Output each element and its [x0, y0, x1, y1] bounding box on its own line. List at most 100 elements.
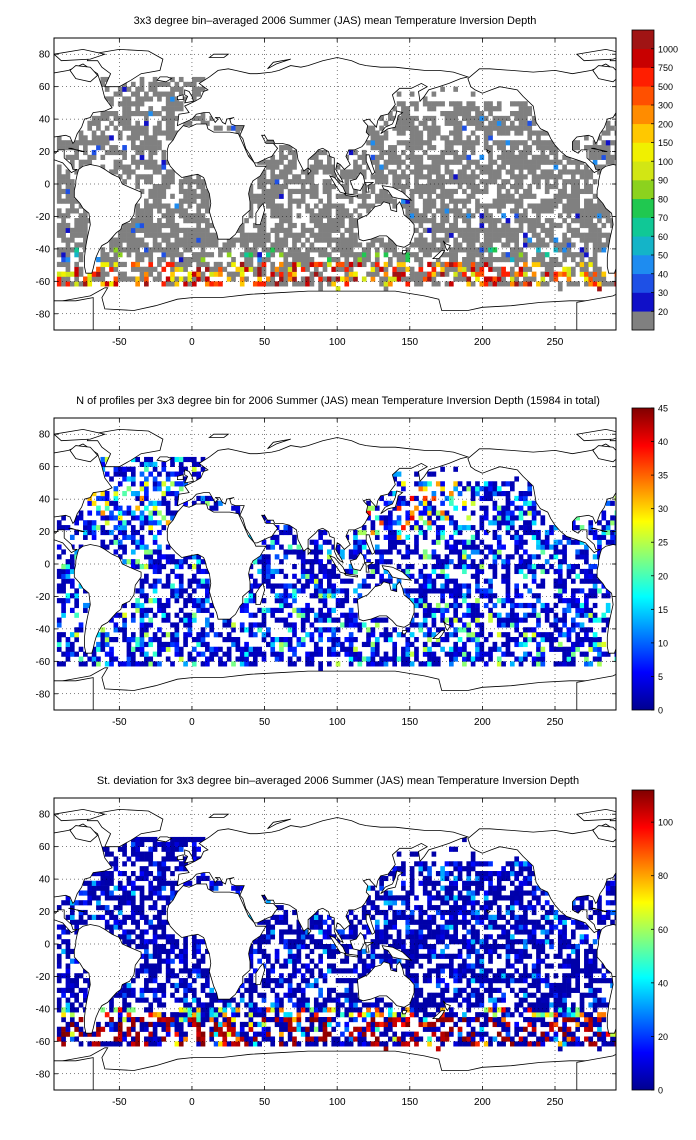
bin-cell: [431, 222, 437, 229]
bin-cell: [305, 257, 310, 263]
bin-cell: [514, 237, 520, 243]
bin-cell: [409, 140, 415, 146]
bin-cell: [87, 125, 93, 131]
bin-cell: [261, 266, 267, 272]
bin-cell: [440, 101, 445, 107]
bin-cell: [353, 261, 358, 268]
bin-cell: [579, 271, 585, 277]
bin-cell: [348, 232, 354, 238]
colorbar-swatch: [632, 198, 654, 218]
bin-cell: [122, 237, 127, 243]
bin-cell: [479, 261, 485, 268]
bin-cell: [588, 564, 594, 570]
bin-cell: [239, 602, 245, 609]
bin-cell: [283, 637, 289, 643]
bin-cell: [422, 593, 428, 599]
bin-cell: [453, 525, 459, 531]
bin-cell: [331, 641, 337, 648]
bin-cell: [261, 169, 267, 175]
bin-cell: [104, 641, 110, 648]
bin-cell: [327, 549, 332, 555]
bin-cell: [157, 232, 162, 238]
bin-cell: [501, 227, 506, 233]
bin-cell: [96, 510, 101, 516]
colorbar-label: 70: [658, 213, 668, 223]
bin-cell: [470, 602, 476, 609]
bin-cell: [109, 646, 114, 652]
colorbar-label: 750: [658, 63, 673, 73]
bin-cell: [444, 193, 450, 199]
bin-cell: [457, 481, 463, 487]
bin-cell: [113, 242, 119, 248]
bin-cell: [283, 573, 289, 579]
land-mass: [576, 293, 616, 330]
bin-cell: [235, 266, 241, 272]
bin-cell: [427, 471, 432, 477]
bin-cell: [379, 125, 384, 131]
bin-cell: [287, 593, 293, 599]
bin-cell: [200, 120, 206, 126]
bin-cell: [196, 607, 201, 613]
bin-cell: [135, 130, 140, 136]
bin-cell: [462, 554, 467, 560]
bin-cell: [104, 515, 110, 521]
bin-cell: [453, 86, 459, 92]
bin-cell: [152, 140, 158, 146]
bin-cell: [69, 554, 75, 560]
bin-cell: [126, 106, 132, 112]
land-mass: [349, 551, 366, 571]
bin-cell: [231, 271, 236, 277]
bin-cell: [248, 593, 254, 599]
bin-cell: [523, 115, 528, 122]
bin-cell: [518, 222, 524, 229]
bin-cell: [122, 222, 127, 229]
bin-cell: [527, 159, 533, 165]
bin-cell: [148, 208, 154, 214]
bin-cell: [540, 632, 546, 638]
bin-cell: [170, 193, 175, 199]
bin-cell: [144, 651, 149, 657]
bin-cell: [444, 266, 450, 272]
bin-cell: [113, 266, 119, 272]
bin-cell: [157, 257, 162, 263]
bin-cell: [283, 184, 289, 190]
bin-cell: [440, 218, 445, 224]
bin-cell: [196, 568, 201, 575]
bin-cell: [78, 583, 84, 589]
bin-cell: [470, 184, 476, 190]
bin-cell: [270, 169, 276, 175]
bin-cell: [331, 247, 337, 253]
bin-cell: [553, 661, 559, 667]
bin-cell: [78, 266, 84, 272]
bin-cell: [483, 101, 489, 107]
bin-cell: [130, 237, 136, 243]
bin-cell: [309, 154, 315, 160]
bin-cell: [239, 627, 245, 633]
bin-cell: [361, 525, 367, 531]
bin-cell: [83, 149, 88, 156]
bin-cell: [135, 539, 140, 545]
bin-cell: [165, 101, 171, 107]
bin-cell: [374, 159, 380, 165]
bin-cell: [475, 632, 480, 638]
bin-cell: [209, 612, 215, 618]
bin-cell: [488, 149, 493, 156]
bin-cell: [113, 164, 119, 170]
bin-cell: [422, 125, 428, 131]
bin-cell: [69, 198, 75, 204]
bin-cell: [239, 242, 245, 248]
land-mass: [73, 164, 142, 274]
bin-cell: [370, 529, 376, 536]
bin-cell: [466, 632, 472, 638]
bin-cell: [444, 213, 450, 219]
bin-cell: [83, 218, 88, 224]
bin-cell: [152, 227, 158, 233]
bin-cell: [74, 520, 79, 526]
bin-cell: [553, 222, 559, 229]
bin-cell: [579, 525, 585, 531]
bin-cell: [139, 637, 145, 643]
bin-cell: [257, 622, 262, 628]
bin-cell: [300, 266, 306, 272]
bin-cell: [592, 222, 598, 229]
bin-cell: [597, 203, 602, 209]
